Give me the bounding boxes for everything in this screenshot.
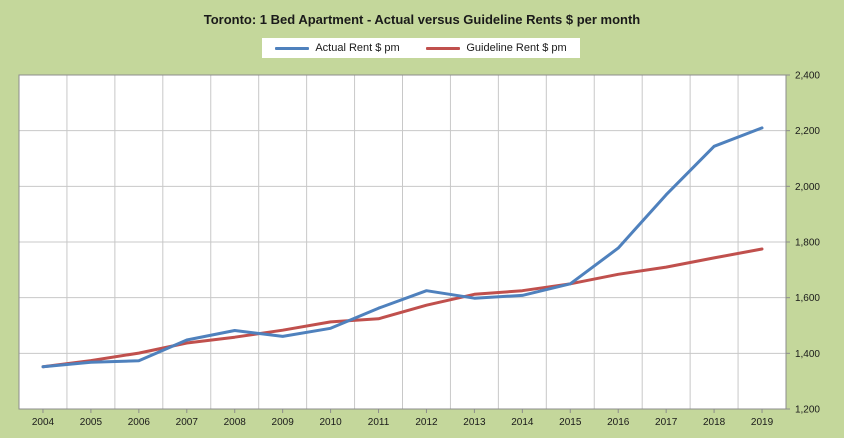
x-tick-label: 2012: [415, 417, 438, 428]
x-tick-label: 2019: [751, 417, 774, 428]
y-tick-label: 2,400: [795, 71, 820, 82]
y-tick-label: 2,200: [795, 126, 820, 137]
point-guideline: [233, 335, 236, 339]
x-tick-label: 2016: [607, 417, 630, 428]
point-actual: [712, 145, 716, 148]
point-actual: [377, 307, 380, 310]
legend-item-guideline: Guideline Rent $ pm: [426, 42, 567, 54]
point-actual: [41, 365, 45, 368]
point-guideline: [760, 247, 764, 251]
x-tick-label: 2008: [224, 417, 247, 428]
x-tick-label: 2004: [32, 417, 55, 428]
point-guideline: [425, 303, 428, 307]
x-tick-label: 2007: [176, 417, 199, 428]
point-guideline: [281, 329, 284, 332]
y-tick-label: 2,000: [795, 182, 820, 193]
chart-title: Toronto: 1 Bed Apartment - Actual versus…: [203, 12, 641, 27]
y-tick-label: 1,200: [795, 405, 820, 416]
point-actual: [89, 361, 93, 364]
y-tick-label: 1,800: [795, 238, 820, 249]
point-actual: [137, 359, 141, 363]
point-actual: [329, 327, 332, 330]
x-tick-label: 2014: [511, 417, 534, 428]
point-guideline: [617, 273, 620, 276]
point-guideline: [521, 289, 524, 292]
point-actual: [281, 335, 284, 338]
x-tick-label: 2018: [703, 417, 726, 428]
point-guideline: [664, 265, 668, 269]
point-actual: [521, 294, 524, 297]
legend-label-actual: Actual Rent $ pm: [315, 42, 400, 54]
series-line-actual: [41, 126, 764, 369]
point-actual: [185, 338, 188, 342]
point-actual: [760, 126, 764, 130]
x-tick-label: 2011: [368, 417, 390, 428]
point-actual: [617, 246, 620, 250]
x-tick-label: 2009: [272, 417, 295, 428]
legend-swatch-actual: [275, 46, 310, 50]
x-tick-label: 2013: [463, 417, 486, 428]
y-tick-label: 1,400: [795, 349, 820, 360]
point-actual: [473, 297, 476, 300]
x-tick-label: 2010: [319, 417, 342, 428]
legend-item-actual: Actual Rent $ pm: [275, 42, 400, 54]
point-actual: [425, 289, 428, 292]
legend-label-guideline: Guideline Rent $ pm: [466, 42, 567, 54]
point-guideline: [137, 351, 141, 355]
series-line-guideline: [41, 247, 764, 369]
y-tick-label: 1,600: [795, 293, 820, 304]
point-actual: [569, 282, 572, 285]
legend-swatch-guideline: [426, 46, 461, 50]
point-guideline: [712, 256, 716, 260]
chart-legend: Actual Rent $ pm Guideline Rent $ pm: [262, 38, 580, 58]
point-guideline: [473, 293, 476, 296]
point-guideline: [329, 320, 332, 324]
x-tick-label: 2017: [655, 417, 678, 428]
x-tick-label: 2006: [128, 417, 151, 428]
point-actual: [664, 193, 668, 196]
x-tick-label: 2005: [80, 417, 103, 428]
point-guideline: [185, 341, 188, 345]
point-actual: [233, 329, 236, 332]
point-guideline: [377, 317, 380, 321]
x-tick-label: 2015: [559, 417, 582, 428]
